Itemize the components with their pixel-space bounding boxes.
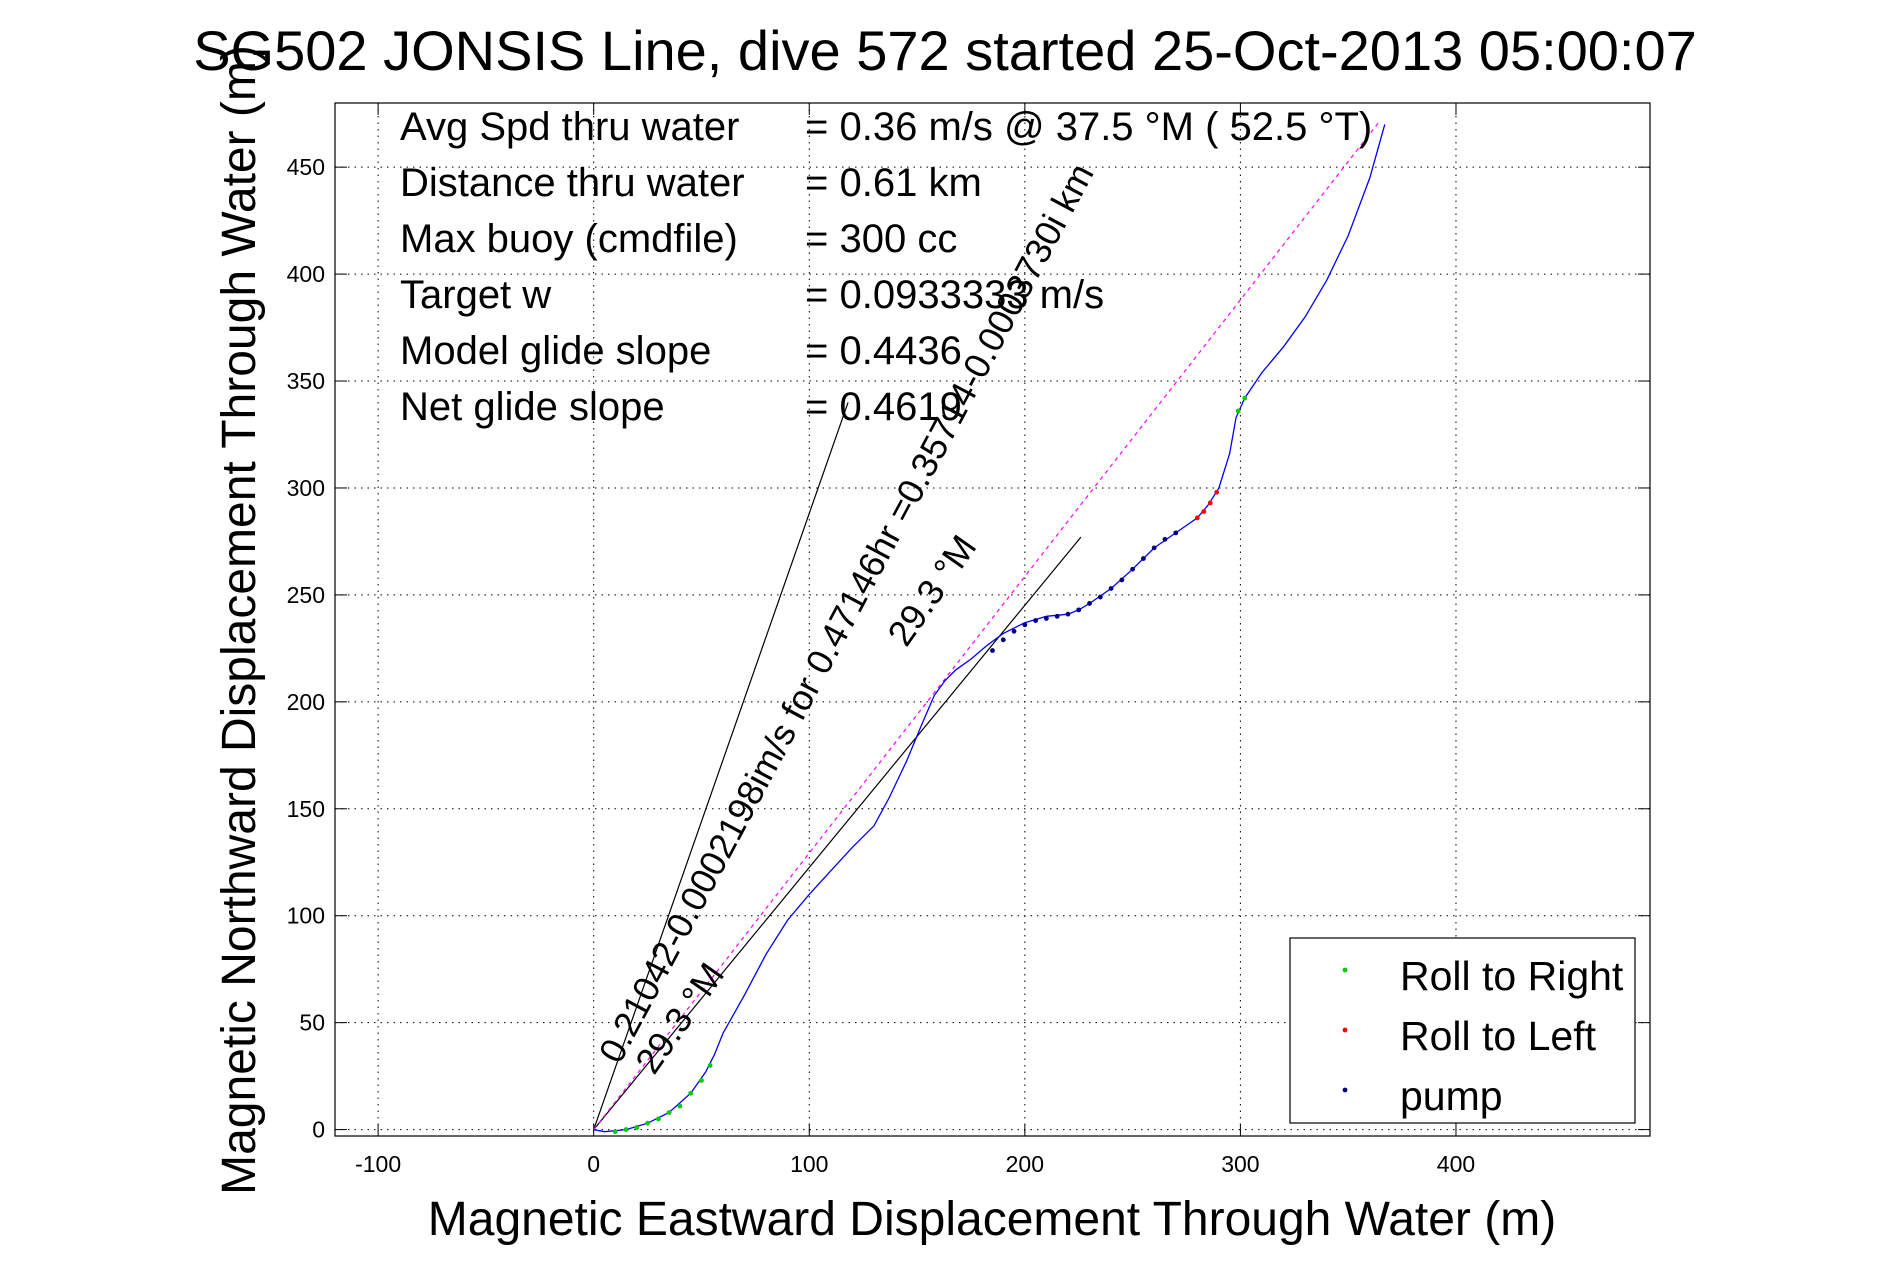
pump-marker <box>1000 637 1006 643</box>
y-tick-label: 400 <box>287 261 325 287</box>
stat-label: Model glide slope <box>400 329 711 373</box>
stat-label: Target w <box>400 273 551 317</box>
y-tick-label: 450 <box>287 154 325 180</box>
roll-right-marker <box>666 1110 672 1115</box>
y-tick-label: 250 <box>287 582 325 608</box>
roll-left-marker <box>1194 515 1200 521</box>
heading-line <box>593 402 849 1130</box>
pump-marker <box>1173 530 1179 536</box>
roll-left-marker <box>1201 509 1207 514</box>
x-tick-label: 200 <box>1006 1151 1044 1177</box>
y-tick-label: 150 <box>287 796 325 822</box>
x-tick-label: -100 <box>355 1151 401 1177</box>
roll-right-marker <box>634 1125 640 1130</box>
pump-marker <box>1087 601 1092 606</box>
y-tick-label: 0 <box>312 1117 325 1143</box>
roll-left-marker <box>1207 500 1213 506</box>
pump-marker <box>1141 556 1146 561</box>
pump-marker <box>1054 613 1060 619</box>
x-tick-label: 100 <box>790 1151 828 1177</box>
pump-marker <box>1043 616 1049 621</box>
pump-marker <box>1011 628 1017 634</box>
roll-right-marker <box>677 1103 683 1109</box>
legend-label: Roll to Left <box>1400 1013 1597 1059</box>
pump-marker <box>1022 622 1028 628</box>
roll-right-marker <box>707 1063 713 1068</box>
net-line <box>593 119 1382 1130</box>
x-axis-label: Magnetic Eastward Displacement Through W… <box>428 1193 1556 1246</box>
pump-marker <box>1097 594 1103 600</box>
pump-marker <box>1076 607 1082 613</box>
stat-label: Avg Spd thru water <box>400 105 739 149</box>
stat-label: Max buoy (cmdfile) <box>400 217 738 261</box>
pump-marker <box>1033 618 1039 623</box>
y-tick-label: 50 <box>299 1010 325 1036</box>
roll-right-marker <box>699 1077 704 1083</box>
x-tick-label: 300 <box>1221 1151 1259 1177</box>
chart-title: SG502 JONSIS Line, dive 572 started 25-O… <box>193 19 1697 82</box>
roll-right-marker <box>1242 395 1248 401</box>
stat-label: Distance thru water <box>400 161 745 205</box>
pump-marker <box>990 648 995 653</box>
stat-value: = 0.61 km <box>805 161 982 205</box>
stat-label: Net glide slope <box>400 385 665 429</box>
grid <box>335 103 1650 1136</box>
pump-marker <box>1162 536 1168 542</box>
pump-marker <box>1065 611 1071 617</box>
pump-marker <box>1108 586 1114 591</box>
marker-series <box>612 395 1248 1135</box>
roll-right-marker <box>688 1090 694 1096</box>
y-tick-label: 100 <box>287 903 325 929</box>
stats-block: Avg Spd thru water = 0.36 m/s @ 37.5 °M (… <box>400 105 1372 429</box>
legend-label: pump <box>1400 1073 1503 1119</box>
roll-right-marker <box>1235 408 1241 414</box>
y-tick-label: 300 <box>287 475 325 501</box>
stat-value: = 0.36 m/s @ 37.5 °M ( 52.5 °T) <box>805 105 1372 149</box>
x-tick-label: 0 <box>587 1151 600 1177</box>
y-tick-label: 200 <box>287 689 325 715</box>
legend: Roll to Right Roll to Left pump <box>1289 937 1636 1124</box>
legend-marker <box>1342 967 1348 973</box>
y-tick-label: 350 <box>287 368 325 394</box>
roll-right-marker <box>645 1120 650 1126</box>
axis-ticks: -100 0 100 200 300 400 0 50 100 150 200 250 300 350 40… <box>287 103 1650 1177</box>
roll-right-marker <box>623 1127 629 1132</box>
stat-value: = 0.0933333 m/s <box>805 273 1104 317</box>
y-axis-label: Magnetic Northward Displacement Through … <box>213 45 266 1195</box>
pump-marker <box>1119 577 1125 583</box>
legend-marker <box>1342 1027 1348 1033</box>
legend-box <box>1289 937 1636 1124</box>
legend-label: Roll to Right <box>1400 953 1624 999</box>
stat-value: = 0.4436 <box>805 329 962 373</box>
legend-marker <box>1342 1087 1348 1093</box>
roll-right-marker <box>612 1129 618 1135</box>
roll-left-marker <box>1214 489 1220 495</box>
pump-marker <box>1151 545 1157 551</box>
stat-value: = 300 cc <box>805 217 957 261</box>
roll-right-marker <box>655 1116 661 1122</box>
pump-marker <box>1130 566 1136 572</box>
x-tick-label: 400 <box>1437 1151 1475 1177</box>
stat-value: = 0.4619 <box>805 385 962 429</box>
